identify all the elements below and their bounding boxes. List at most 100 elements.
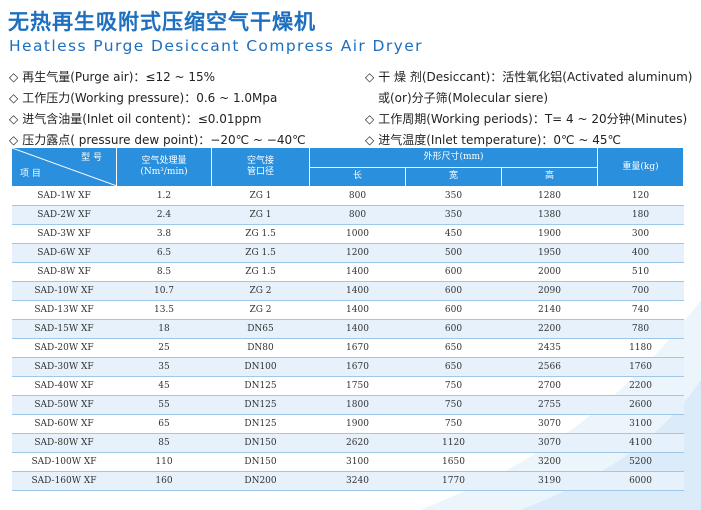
cell-weight: 2200: [597, 376, 684, 396]
cell-height: 1280: [501, 186, 598, 206]
cell-weight: 1760: [597, 357, 684, 377]
cell-length: 1200: [309, 243, 406, 263]
cell-model: SAD-80W XF: [11, 433, 117, 453]
header-dimensions: 外形尺寸(mm): [308, 147, 599, 168]
cell-width: 1770: [405, 471, 502, 491]
cell-weight: 700: [597, 281, 684, 301]
cell-model: SAD-60W XF: [11, 414, 117, 434]
spec-desiccant: ◇ 干 燥 剂(Desiccant)：活性氧化铝(Activated alumin…: [365, 70, 693, 84]
spec-table: 型 号 项 目 空气处理量 (Nm³/min) 空气接 管口径 外形尺寸(mm) 重…: [11, 147, 685, 491]
cell-pipe: DN80: [211, 338, 310, 358]
table-row: SAD-100W XF 110 DN150 3100 1650 3200 5200: [11, 452, 684, 472]
cell-weight: 300: [597, 224, 684, 244]
cell-length: 1800: [309, 395, 406, 415]
cell-length: 800: [309, 205, 406, 225]
cell-flow: 35: [116, 357, 212, 377]
cell-length: 1670: [309, 357, 406, 377]
cell-model: SAD-2W XF: [11, 205, 117, 225]
cell-model: SAD-6W XF: [11, 243, 117, 263]
cell-weight: 1180: [597, 338, 684, 358]
cell-length: 800: [309, 186, 406, 206]
cell-flow: 2.4: [116, 205, 212, 225]
cell-pipe: DN125: [211, 395, 310, 415]
cell-weight: 6000: [597, 471, 684, 491]
cell-height: 1380: [501, 205, 598, 225]
table-row: SAD-20W XF 25 DN80 1670 650 2435 1180: [11, 338, 684, 358]
cell-flow: 8.5: [116, 262, 212, 282]
header-model: 型 号: [81, 153, 102, 163]
cell-length: 1670: [309, 338, 406, 358]
cell-pipe: DN100: [211, 357, 310, 377]
diamond-bullet-icon: ◇: [9, 112, 19, 126]
cell-pipe: ZG 1: [211, 186, 310, 206]
cell-width: 350: [405, 205, 502, 225]
header-weight: 重量(kg): [597, 147, 685, 187]
cell-weight: 3100: [597, 414, 684, 434]
cell-height: 2140: [501, 300, 598, 320]
diamond-bullet-icon: ◇: [9, 133, 19, 147]
cell-flow: 25: [116, 338, 212, 358]
cell-flow: 85: [116, 433, 212, 453]
diagonal-line-icon: [12, 148, 117, 186]
table-row: SAD-8W XF 8.5 ZG 1.5 1400 600 2000 510: [11, 262, 684, 282]
cell-width: 600: [405, 300, 502, 320]
spec-list-left: ◇ 再生气量(Purge air)：≤12 ~ 15% ◇ 工作压力(Working…: [9, 67, 364, 151]
table-row: SAD-10W XF 10.7 ZG 2 1400 600 2090 700: [11, 281, 684, 301]
cell-flow: 13.5: [116, 300, 212, 320]
header-height: 高: [500, 166, 599, 187]
cell-weight: 180: [597, 205, 684, 225]
table-row: SAD-6W XF 6.5 ZG 1.5 1200 500 1950 400: [11, 243, 684, 263]
cell-height: 2435: [501, 338, 598, 358]
cell-weight: 120: [597, 186, 684, 206]
header-diagonal-cell: 型 号 项 目: [11, 147, 117, 187]
diamond-bullet-icon: ◇: [365, 133, 375, 147]
diamond-bullet-icon: ◇: [9, 91, 19, 105]
cell-pipe: ZG 1: [211, 205, 310, 225]
cell-weight: 740: [597, 300, 684, 320]
cell-model: SAD-3W XF: [11, 224, 117, 244]
table-row: SAD-50W XF 55 DN125 1800 750 2755 2600: [11, 395, 684, 415]
cell-height: 1950: [501, 243, 598, 263]
cell-height: 2700: [501, 376, 598, 396]
cell-length: 1750: [309, 376, 406, 396]
cell-length: 1000: [309, 224, 406, 244]
cell-height: 1900: [501, 224, 598, 244]
cell-width: 500: [405, 243, 502, 263]
cell-pipe: DN150: [211, 452, 310, 472]
cell-pipe: ZG 1.5: [211, 243, 310, 263]
table-row: SAD-13W XF 13.5 ZG 2 1400 600 2140 740: [11, 300, 684, 320]
cell-length: 3240: [309, 471, 406, 491]
cell-flow: 55: [116, 395, 212, 415]
cell-width: 750: [405, 376, 502, 396]
cell-pipe: ZG 1.5: [211, 224, 310, 244]
cell-weight: 2600: [597, 395, 684, 415]
diamond-bullet-icon: ◇: [365, 112, 375, 126]
cell-width: 650: [405, 338, 502, 358]
cell-flow: 110: [116, 452, 212, 472]
table-row: SAD-40W XF 45 DN125 1750 750 2700 2200: [11, 376, 684, 396]
cell-width: 1120: [405, 433, 502, 453]
cell-length: 1400: [309, 319, 406, 339]
cell-flow: 10.7: [116, 281, 212, 301]
table-row: SAD-3W XF 3.8 ZG 1.5 1000 450 1900 300: [11, 224, 684, 244]
cell-width: 600: [405, 281, 502, 301]
spec-inlet-oil: ◇ 进气含油量(Inlet oil content)：≤0.01ppm: [9, 112, 262, 126]
cell-flow: 18: [116, 319, 212, 339]
cell-model: SAD-20W XF: [11, 338, 117, 358]
table-row: SAD-80W XF 85 DN150 2620 1120 3070 4100: [11, 433, 684, 453]
table-row: SAD-160W XF 160 DN200 3240 1770 3190 6000: [11, 471, 684, 491]
table-body: SAD-1W XF 1.2 ZG 1 800 350 1280 120 SAD-2W XF 2.…: [11, 186, 684, 491]
cell-flow: 45: [116, 376, 212, 396]
header-pipe-size: 空气接 管口径: [211, 147, 310, 187]
cell-length: 1900: [309, 414, 406, 434]
cell-height: 2755: [501, 395, 598, 415]
cell-width: 650: [405, 357, 502, 377]
cell-height: 2090: [501, 281, 598, 301]
header-air-flow: 空气处理量 (Nm³/min): [116, 147, 212, 187]
diamond-bullet-icon: ◇: [365, 70, 375, 84]
header-width: 宽: [405, 166, 502, 187]
table-row: SAD-1W XF 1.2 ZG 1 800 350 1280 120: [11, 186, 684, 206]
cell-length: 1400: [309, 262, 406, 282]
diamond-bullet-icon: ◇: [9, 70, 19, 84]
cell-model: SAD-50W XF: [11, 395, 117, 415]
